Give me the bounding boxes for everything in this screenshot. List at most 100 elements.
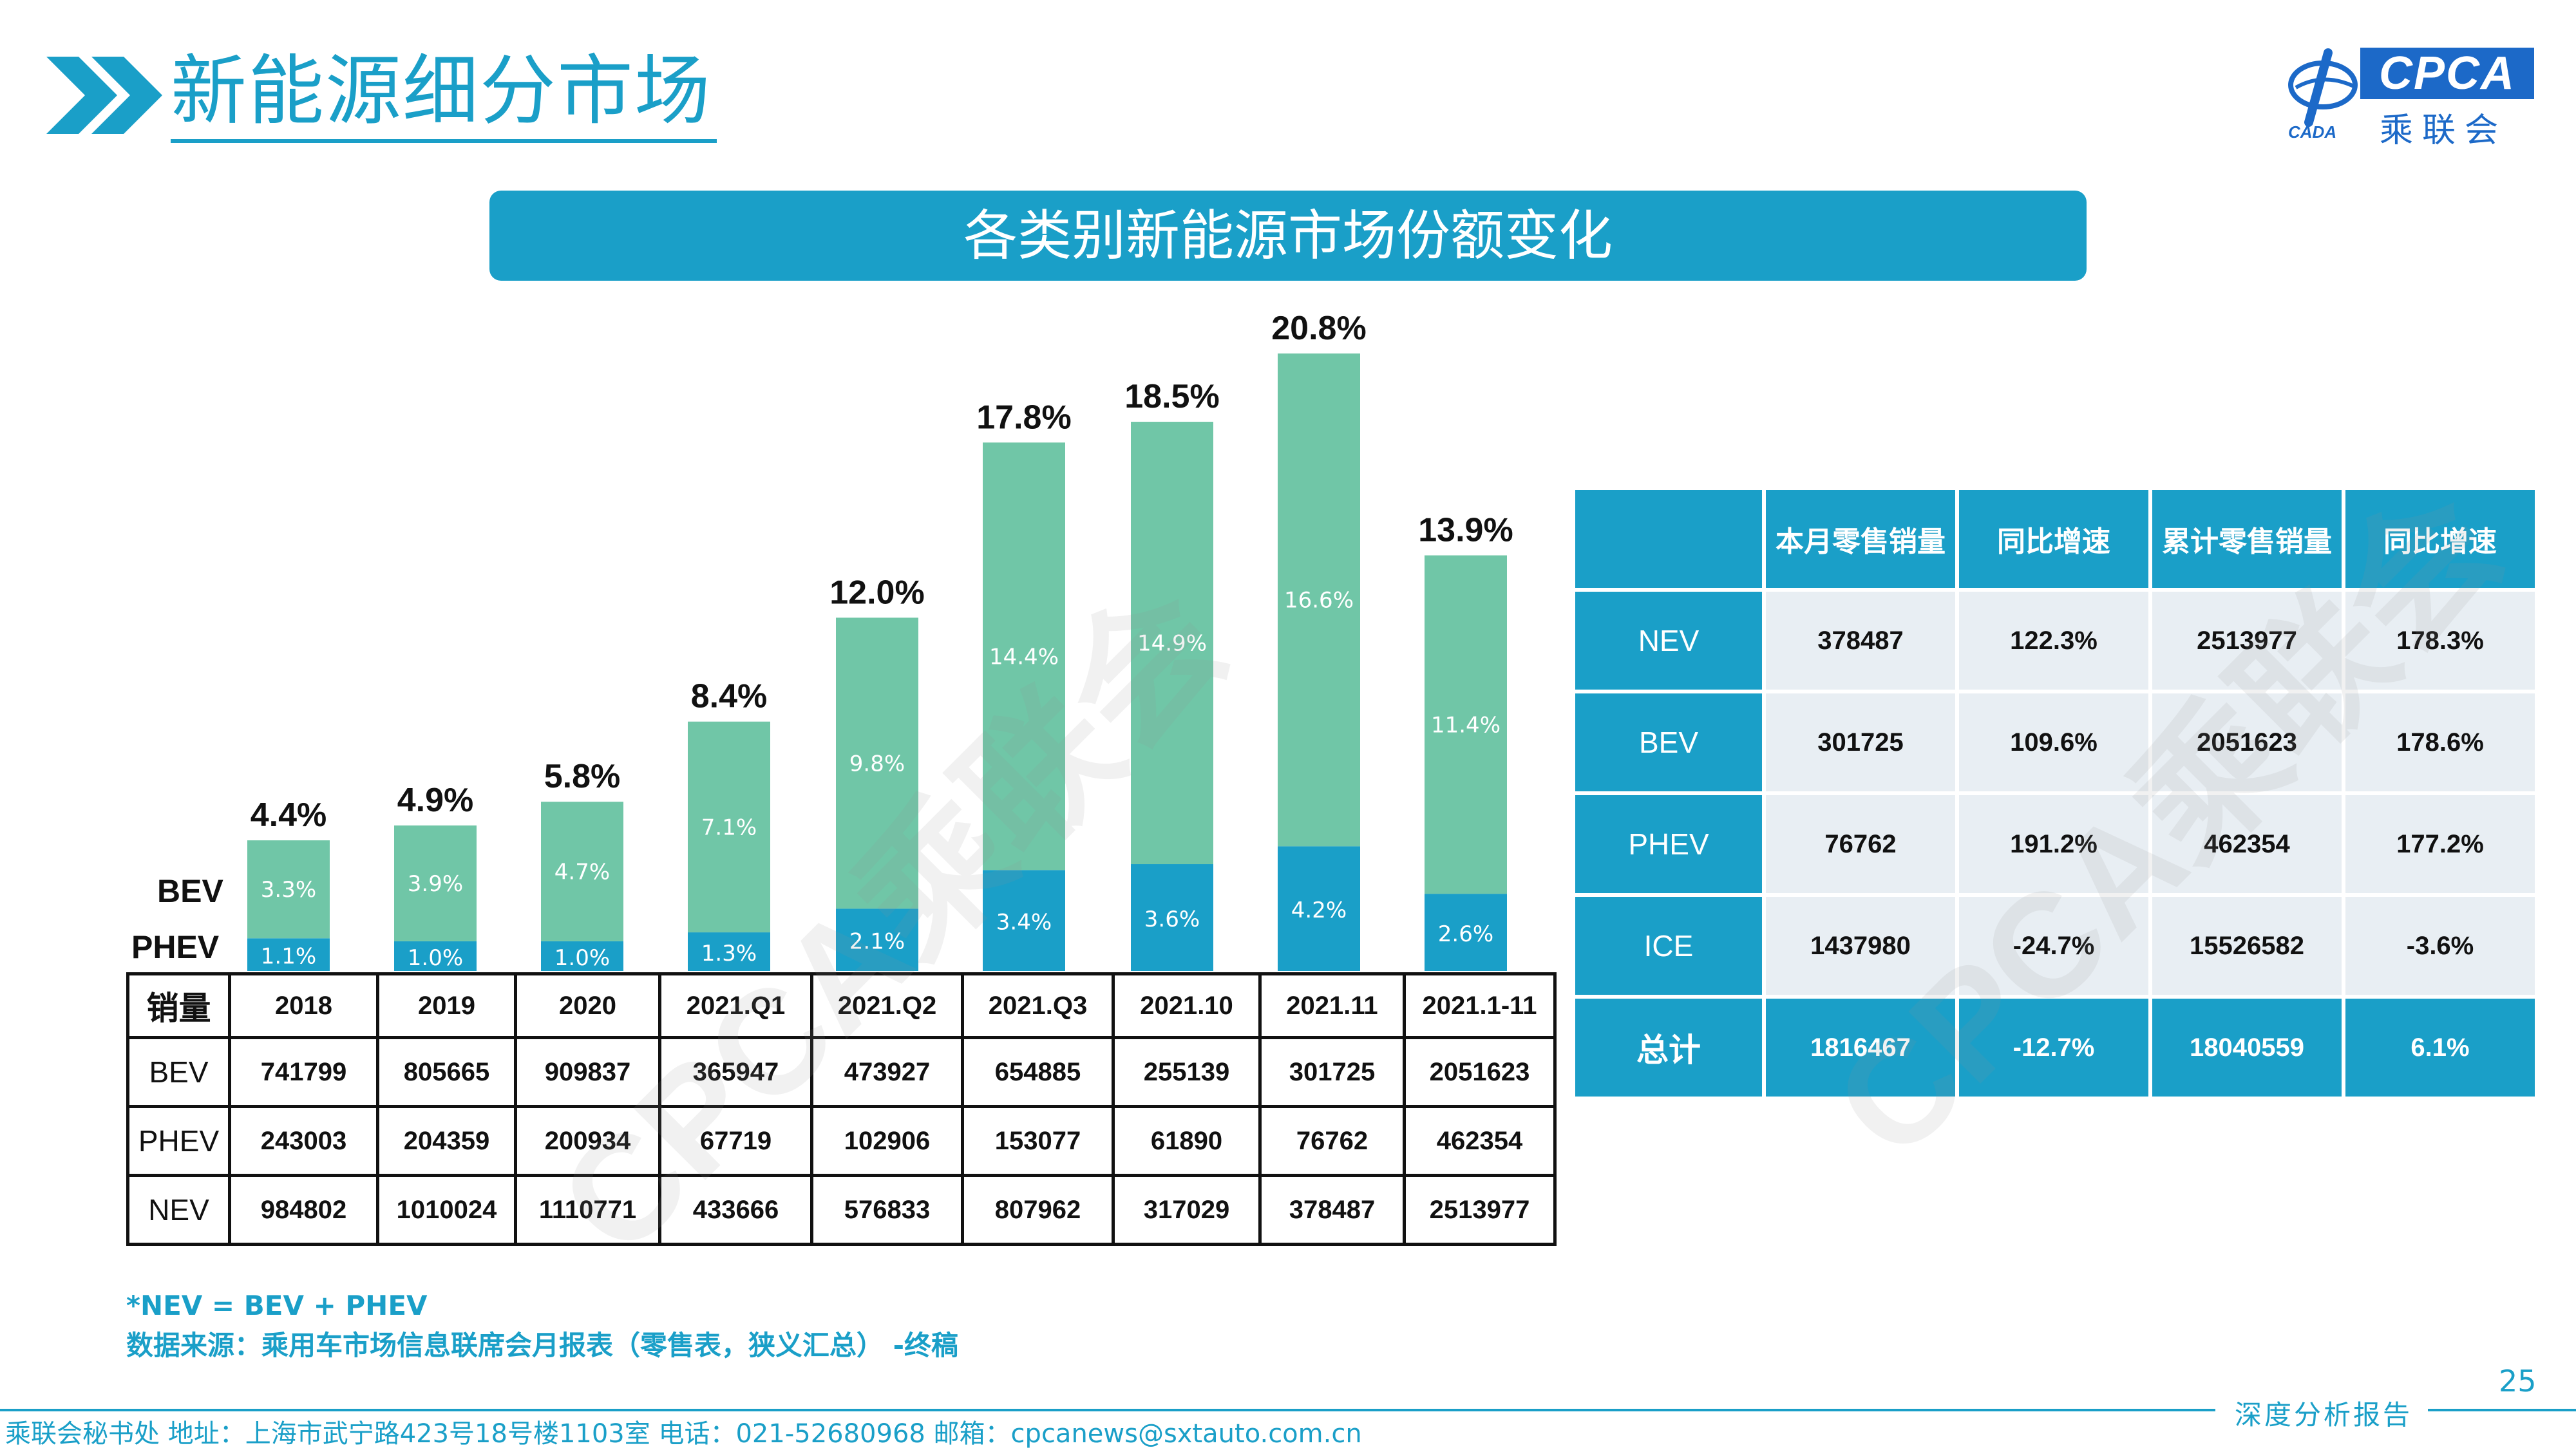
data-label-total: 4.9%: [397, 782, 474, 819]
data-label-total: 13.9%: [1418, 512, 1513, 549]
row-header: PHEV: [126, 1105, 231, 1177]
table-corner: 销量: [126, 972, 231, 1039]
table-cell: 462354: [2152, 795, 2342, 893]
table-header-row: 销量 2018 2019 2020 2021.Q1 2021.Q2 2021.Q…: [126, 972, 1557, 1039]
data-label-phev: 1.0%: [554, 945, 610, 971]
table-cell: 301725: [1258, 1036, 1406, 1108]
table-cell: 2513977: [1403, 1174, 1557, 1246]
table-cell: 177.2%: [2345, 795, 2535, 893]
table-row: PHEV 243003 204359 200934 67719 102906 1…: [126, 1105, 1557, 1177]
bar-phev: [983, 870, 1065, 971]
column-header: 2021.11: [1258, 972, 1406, 1039]
bar-phev: [1131, 864, 1213, 971]
chart-banner-title: 各类别新能源市场份额变化: [489, 191, 2087, 281]
bar-bev: [394, 825, 477, 941]
row-header: PHEV: [1575, 795, 1762, 893]
table-cell: 1110771: [514, 1174, 661, 1246]
bar-bev: [688, 721, 770, 933]
column-header: 2021.1-11: [1403, 972, 1557, 1039]
logo-small-text: CADA: [2288, 122, 2337, 142]
data-source-note: 数据来源：乘用车市场信息联席会月报表（零售表，狭义汇总） -终稿: [126, 1330, 959, 1361]
data-label-total: 5.8%: [544, 758, 621, 795]
row-header: ICE: [1575, 897, 1762, 995]
bar-phev: [688, 932, 770, 971]
data-label-total: 20.8%: [1271, 310, 1366, 347]
table-cell: 255139: [1112, 1036, 1262, 1108]
table-row: ICE 1437980 -24.7% 15526582 -3.6%: [1575, 897, 2535, 995]
column-header: 本月零售销量: [1766, 490, 1955, 588]
table-cell: 807962: [961, 1174, 1115, 1246]
data-label-total: 18.5%: [1124, 378, 1219, 415]
data-label-bev: 4.7%: [554, 860, 610, 885]
table-cell: 2051623: [2152, 693, 2342, 791]
row-header: 总计: [1575, 999, 1762, 1097]
data-label-bev: 11.4%: [1431, 712, 1501, 738]
page-title: 新能源细分市场: [171, 42, 717, 143]
data-label-bev: 16.6%: [1284, 588, 1354, 614]
table-row: PHEV 76762 191.2% 462354 177.2%: [1575, 795, 2535, 893]
column-header: 累计零售销量: [2152, 490, 2342, 588]
bar-phev: [1425, 894, 1507, 971]
table-cell: 122.3%: [1959, 592, 2148, 690]
data-label-total: 17.8%: [976, 399, 1071, 436]
table-cell: -12.7%: [1959, 999, 2148, 1097]
table-cell: 1816467: [1766, 999, 1955, 1097]
table-cell: 1010024: [376, 1174, 517, 1246]
bar-phev: [836, 909, 918, 971]
table-cell: 76762: [1766, 795, 1955, 893]
chevron-icon: [46, 57, 117, 134]
footer-divider: [2428, 1409, 2576, 1411]
chevron-icon: [91, 57, 162, 134]
table-cell: 378487: [1258, 1174, 1406, 1246]
table-cell: -3.6%: [2345, 897, 2535, 995]
data-label-bev: 9.8%: [849, 751, 905, 777]
bar-phev: [394, 941, 477, 971]
column-header: [1575, 490, 1762, 588]
report-type-label: 深度分析报告: [2235, 1399, 2413, 1431]
data-label-phev: 1.0%: [408, 945, 463, 971]
table-cell: 473927: [810, 1036, 964, 1108]
table-cell: 2051623: [1403, 1036, 1557, 1108]
bar-bev: [983, 442, 1065, 871]
data-label-total: 12.0%: [829, 574, 924, 611]
table-cell: 243003: [228, 1105, 379, 1177]
footer-divider: [0, 1409, 2215, 1411]
bar-phev: [247, 938, 330, 971]
table-cell: 909837: [514, 1036, 661, 1108]
nev-formula-note: *NEV = BEV + PHEV: [126, 1290, 428, 1321]
column-header: 同比增速: [2345, 490, 2535, 588]
row-header: NEV: [1575, 592, 1762, 690]
logo-text: CPCA: [2360, 48, 2534, 99]
bar-phev: [541, 941, 623, 971]
data-label-phev: 4.2%: [1291, 898, 1347, 923]
table-cell: 462354: [1403, 1105, 1557, 1177]
sales-table: 销量 2018 2019 2020 2021.Q1 2021.Q2 2021.Q…: [126, 972, 1557, 1246]
bar-phev: [1278, 846, 1360, 971]
table-cell: 1437980: [1766, 897, 1955, 995]
table-cell: 200934: [514, 1105, 661, 1177]
table-row: NEV 378487 122.3% 2513977 178.3%: [1575, 592, 2535, 690]
bar-bev: [1131, 422, 1213, 865]
data-label-phev: 2.1%: [849, 929, 905, 955]
page-number: 25: [2499, 1364, 2537, 1398]
table-row: BEV 741799 805665 909837 365947 473927 6…: [126, 1036, 1557, 1108]
table-cell: 153077: [961, 1105, 1115, 1177]
table-cell: 576833: [810, 1174, 964, 1246]
data-label-phev: 1.3%: [701, 941, 757, 966]
footer-contact: 乘联会秘书处 地址：上海市武宁路423号18号楼1103室 电话：021-526…: [5, 1419, 1362, 1449]
data-label-bev: 3.3%: [261, 877, 316, 903]
data-label-phev: 2.6%: [1438, 921, 1493, 947]
data-label-phev: 1.1%: [261, 944, 316, 970]
table-row: NEV 984802 1010024 1110771 433666 576833…: [126, 1174, 1557, 1246]
column-header: 2021.Q2: [810, 972, 964, 1039]
data-label-bev: 3.9%: [408, 871, 463, 897]
data-label-phev: 3.6%: [1144, 907, 1200, 932]
data-label-phev: 3.4%: [996, 910, 1052, 936]
data-label-total: 8.4%: [691, 678, 768, 715]
table-cell: 378487: [1766, 592, 1955, 690]
table-cell: 15526582: [2152, 897, 2342, 995]
column-header: 同比增速: [1959, 490, 2148, 588]
table-cell: 61890: [1112, 1105, 1262, 1177]
bar-bev: [1278, 353, 1360, 847]
table-cell: 102906: [810, 1105, 964, 1177]
